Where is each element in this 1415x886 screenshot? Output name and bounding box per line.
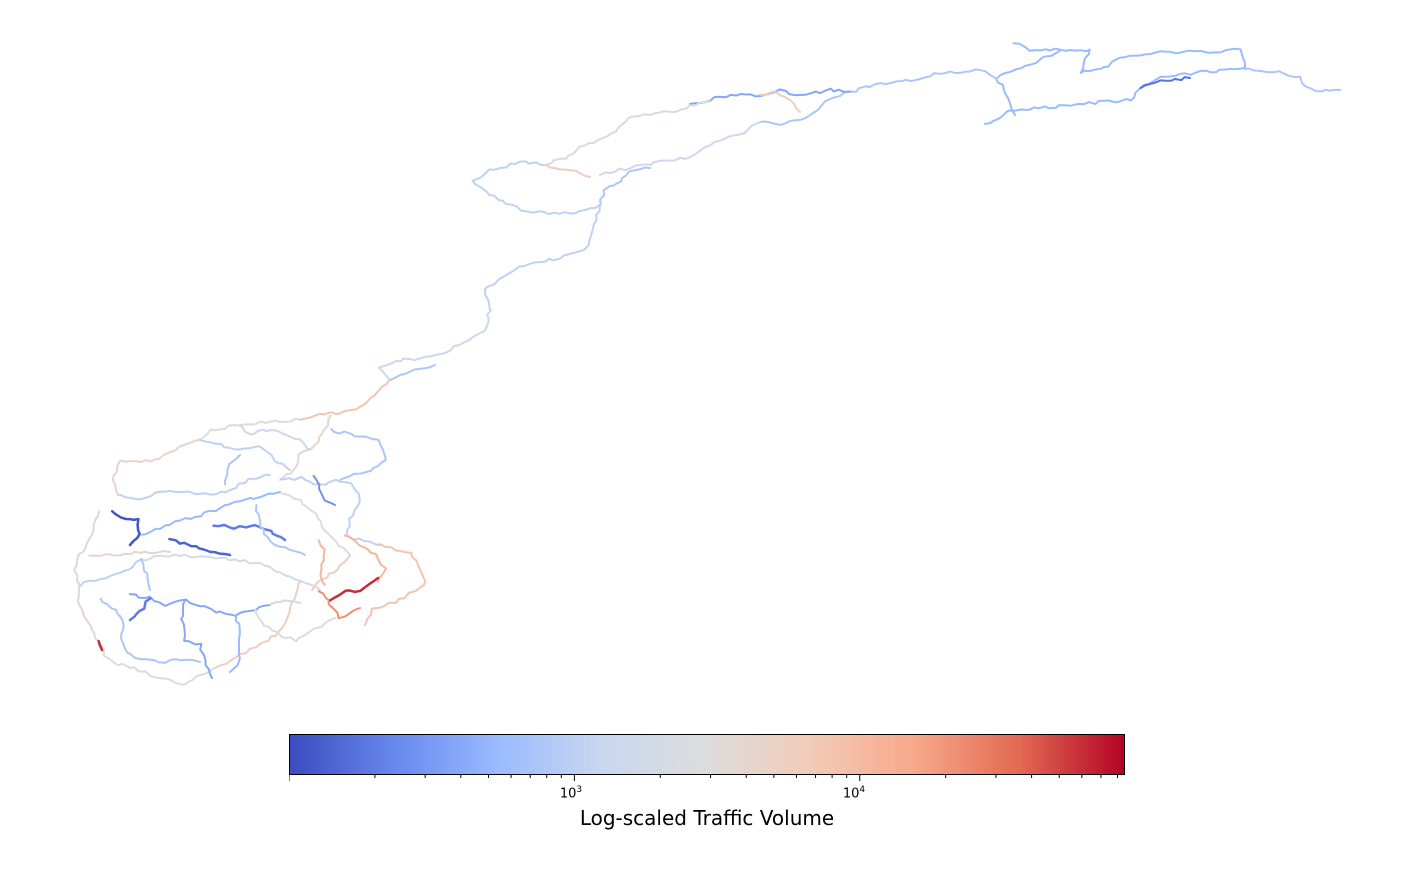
road-segment [73, 510, 101, 601]
road-segment [545, 163, 591, 178]
road-segment [312, 474, 336, 506]
road-segment [317, 539, 326, 586]
road-segment [198, 438, 291, 471]
road-segment [168, 537, 232, 557]
road-segment [377, 309, 493, 381]
road-segment [79, 559, 141, 587]
road-segment [849, 68, 998, 93]
road-segment [544, 100, 712, 166]
road-segment [111, 439, 201, 496]
road-segment [180, 598, 213, 679]
road-segment [1012, 42, 1246, 75]
colorbar-label: Log-scaled Traffic Volume [579, 806, 835, 830]
road-segment [471, 160, 601, 215]
road-segment [128, 593, 271, 617]
road-segment [99, 597, 201, 664]
road-segment [199, 418, 300, 441]
road-segment [97, 639, 104, 652]
road-segment [330, 428, 387, 481]
road-segment [91, 629, 215, 686]
road-segment [317, 590, 361, 620]
road-segment [140, 553, 321, 591]
road-segment [255, 503, 306, 556]
road-segment [254, 608, 336, 643]
road-segment [224, 454, 241, 486]
road-traffic-map [73, 42, 1341, 686]
road-segment [140, 557, 151, 591]
road-segment [229, 614, 241, 673]
road-segment [599, 166, 651, 207]
road-segment [389, 364, 436, 381]
colorbar-tick-label-10000: 104 [842, 785, 866, 802]
road-segment [280, 492, 351, 556]
road-segment [128, 597, 152, 622]
colorbar-tick-label-1000: 103 [559, 785, 583, 802]
road-segment [268, 599, 301, 606]
colorbar-ticks [289, 775, 1118, 781]
road-segment [758, 90, 801, 113]
colorbar [289, 734, 1125, 775]
road-segment [984, 66, 1246, 125]
road-segment [239, 424, 311, 451]
road-segment [140, 491, 281, 536]
road-segment [343, 534, 388, 583]
road-segment [995, 50, 1061, 116]
road-segment [1243, 67, 1341, 93]
road-segment [311, 554, 351, 591]
road-segment [118, 473, 271, 501]
road-segment [214, 580, 303, 669]
road-segment [212, 523, 287, 542]
road-segment [599, 121, 762, 176]
road-segment [110, 510, 141, 547]
road-segment [364, 543, 427, 626]
road-segment [483, 203, 601, 311]
road-segment [328, 576, 380, 602]
road-segment [759, 90, 853, 126]
road-segment [279, 414, 332, 481]
road-segment [1139, 76, 1191, 90]
road-segment [77, 599, 93, 631]
road-segment [88, 550, 171, 557]
road-segment [299, 380, 390, 421]
